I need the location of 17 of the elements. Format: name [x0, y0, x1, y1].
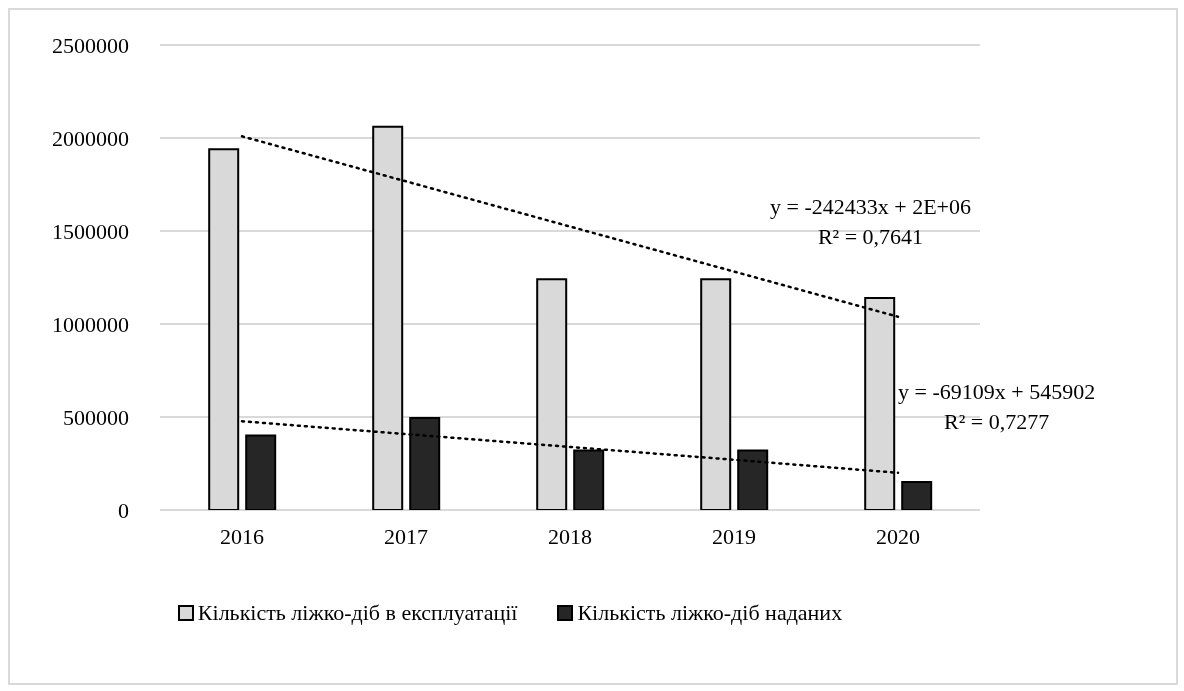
legend-label: Кількість ліжко-діб наданих [577, 600, 843, 626]
x-tick-label: 2020 [876, 523, 920, 549]
y-tick-label: 1500000 [52, 218, 129, 244]
y-tick-label: 2500000 [52, 32, 129, 58]
bar [245, 434, 277, 510]
x-tick-label: 2017 [384, 523, 428, 549]
x-tick-label: 2016 [220, 523, 264, 549]
annotation: y = -242433x + 2E+06 R² = 0,7641 [770, 193, 971, 251]
y-tick-label: 500000 [63, 404, 129, 430]
bar [901, 481, 933, 510]
y-tick-label: 0 [118, 497, 129, 523]
x-tick-label: 2019 [712, 523, 756, 549]
annotation: y = -69109x + 545902 R² = 0,7277 [898, 378, 1096, 436]
y-tick-label: 1000000 [52, 311, 129, 337]
x-tick-label: 2018 [548, 523, 592, 549]
legend-label: Кількість ліжко-діб в експлуатації [197, 600, 518, 626]
y-tick-label: 2000000 [52, 125, 129, 151]
